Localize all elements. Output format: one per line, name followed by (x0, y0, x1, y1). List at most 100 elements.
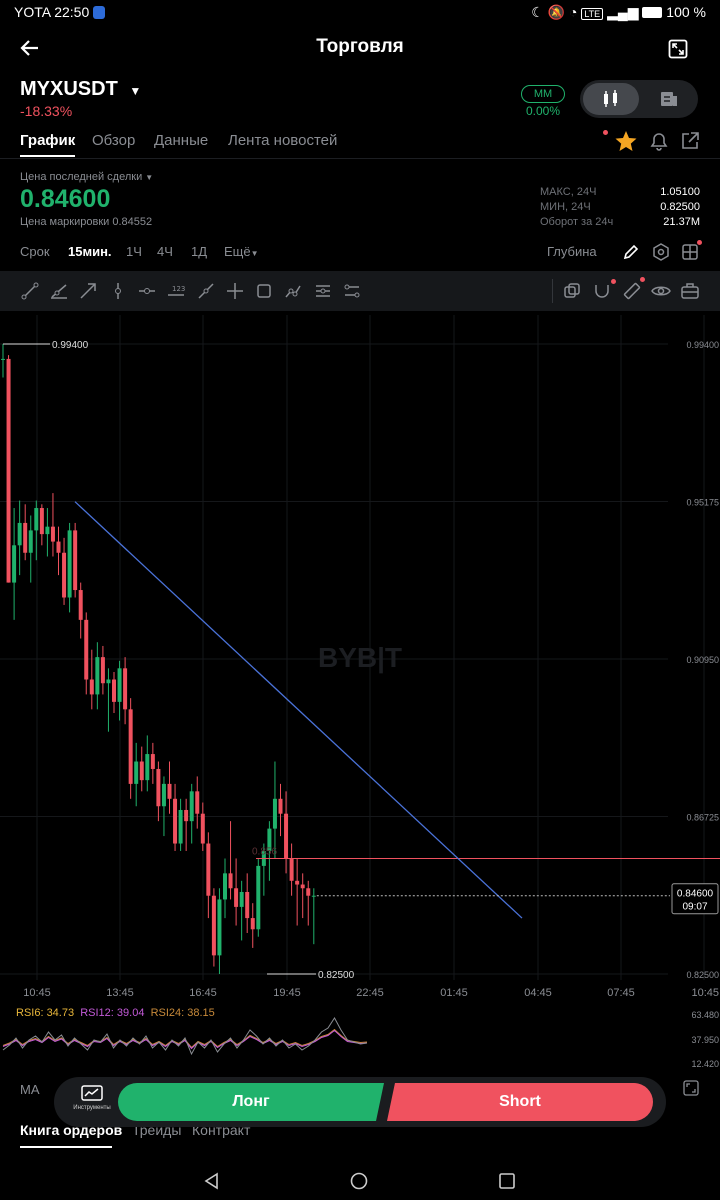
timeframe-1h[interactable]: 1Ч (126, 244, 142, 259)
x-axis-label: 01:45 (440, 987, 468, 999)
stat-label: МАКС, 24Ч (540, 186, 597, 198)
view-toggle[interactable] (580, 80, 698, 118)
line-tool-icon[interactable] (20, 281, 40, 301)
candle-body (89, 679, 94, 695)
short-button[interactable]: Short (387, 1083, 653, 1121)
trend-angle-tool-icon[interactable] (196, 281, 216, 301)
toolbar-divider (552, 279, 553, 303)
candle-body (56, 541, 61, 553)
candle-body (150, 754, 155, 769)
trend-line (74, 501, 523, 919)
low-label: 0.82500 (318, 970, 355, 981)
horizontal-line-tool-icon[interactable] (137, 281, 157, 301)
parallel-channel-tool-icon[interactable] (342, 281, 362, 301)
candle-body (228, 873, 233, 889)
timeframe-label: Срок (20, 244, 50, 259)
candle-body (189, 791, 194, 822)
tab-chart[interactable]: График (20, 132, 76, 157)
symbol-selector[interactable]: MYXUSDT ▼ (20, 78, 141, 101)
stat-high-24h: МАКС, 24Ч 1.05100 (540, 186, 700, 201)
last-price-label[interactable]: Цена последней сделки ▼ (20, 171, 153, 183)
timeframe-1d[interactable]: 1Д (191, 244, 208, 259)
y-axis-label: 0.90950 (686, 655, 719, 665)
tab-data[interactable]: Данные (154, 132, 209, 149)
candle-countdown: 09:07 (682, 902, 707, 913)
price-label-tool-icon[interactable]: 123 (166, 281, 186, 301)
candle-body (45, 526, 50, 535)
back-nav-icon[interactable] (203, 1172, 221, 1190)
bybit-watermark: BYB|T (318, 642, 402, 673)
fib-tool-icon[interactable] (313, 281, 333, 301)
vertical-line-tool-icon[interactable] (108, 281, 128, 301)
bell-icon[interactable] (648, 130, 670, 157)
timeframe-15m[interactable]: 15мин. (68, 244, 112, 259)
stat-value: 0.82500 (660, 201, 700, 213)
timeframe-more[interactable]: Ещё▼ (224, 244, 259, 259)
rsi-legend: RSI6: 34.73 RSI12: 39.04 RSI24: 38.15 (16, 1007, 215, 1019)
mm-badge[interactable]: MM (521, 85, 565, 103)
eye-icon[interactable] (651, 281, 671, 301)
ruler-icon[interactable] (622, 281, 642, 301)
caret-down-icon: ▼ (250, 249, 259, 258)
fullscreen-icon[interactable] (666, 37, 690, 61)
network-badge: LTE (581, 8, 604, 20)
candle-body (139, 761, 144, 781)
tab-overview[interactable]: Обзор (92, 132, 136, 149)
x-axis-label: 22:45 (356, 987, 384, 999)
candle-body (161, 783, 166, 807)
tab-news[interactable]: Лента новостей (228, 132, 338, 149)
orderbook-view-icon[interactable] (660, 90, 678, 108)
back-arrow-icon[interactable] (18, 36, 42, 60)
settings-icon[interactable] (652, 243, 670, 266)
mark-price: Цена маркировки 0.84552 (20, 216, 153, 228)
last-price: 0.84600 (20, 185, 111, 213)
candle-body (267, 828, 272, 851)
notification-dot (603, 130, 608, 135)
x-axis-label: 04:45 (524, 987, 552, 999)
briefcase-icon[interactable] (680, 281, 700, 301)
main-tabs: График Обзор Данные Лента новостей (20, 132, 720, 157)
candles-icon (604, 90, 617, 107)
candle-body (28, 530, 33, 553)
star-icon[interactable] (614, 130, 638, 157)
ma-indicator[interactable]: MA (20, 1082, 40, 1097)
candle-body (311, 895, 316, 897)
candle-body (62, 552, 67, 598)
ray-tool-icon[interactable] (49, 281, 69, 301)
candle-body (239, 891, 244, 907)
candle-body (300, 884, 305, 889)
y-axis-label: 0.99400 (686, 340, 719, 350)
home-nav-icon[interactable] (350, 1172, 368, 1190)
candles-view-button[interactable] (583, 83, 639, 115)
candle-body (128, 709, 133, 784)
timeframe-4h[interactable]: 4Ч (157, 244, 173, 259)
rsi-axis-label: 37.950 (691, 1035, 719, 1045)
instruments-button[interactable]: Инструменты (68, 1085, 116, 1111)
candle-body (245, 891, 250, 919)
arrow-tool-icon[interactable] (78, 281, 98, 301)
crosshair-tool-icon[interactable] (225, 281, 245, 301)
long-button[interactable]: Лонг (118, 1083, 384, 1121)
expand-icon[interactable] (683, 1080, 699, 1101)
rectangle-tool-icon[interactable] (254, 281, 274, 301)
candle-body (78, 590, 83, 620)
drawing-toolbar: 123 (0, 271, 720, 311)
recents-nav-icon[interactable] (498, 1172, 516, 1190)
layers-icon[interactable] (562, 281, 582, 301)
depth-button[interactable]: Глубина (547, 244, 597, 259)
candle-body (73, 530, 78, 591)
stat-low-24h: МИН, 24Ч 0.82500 (540, 201, 700, 216)
share-icon[interactable] (680, 131, 700, 156)
pencil-icon[interactable] (622, 243, 640, 266)
candle-body (117, 668, 122, 702)
magnet-icon[interactable] (592, 281, 612, 301)
layout-grid-icon[interactable] (681, 243, 699, 266)
candle-body (67, 530, 72, 598)
candle-body (278, 798, 283, 814)
stat-value: 1.05100 (660, 186, 700, 198)
security-shield-icon (93, 6, 106, 19)
price-chart[interactable]: BYB|T 0.856 0.99400 0.82500 0.84600 09:07 0.99… (0, 315, 720, 1005)
rsi-panel: 63.480 37.950 12.420 (2, 1010, 719, 1068)
path-tool-icon[interactable] (283, 281, 303, 301)
price-change: -18.33% (20, 103, 73, 119)
